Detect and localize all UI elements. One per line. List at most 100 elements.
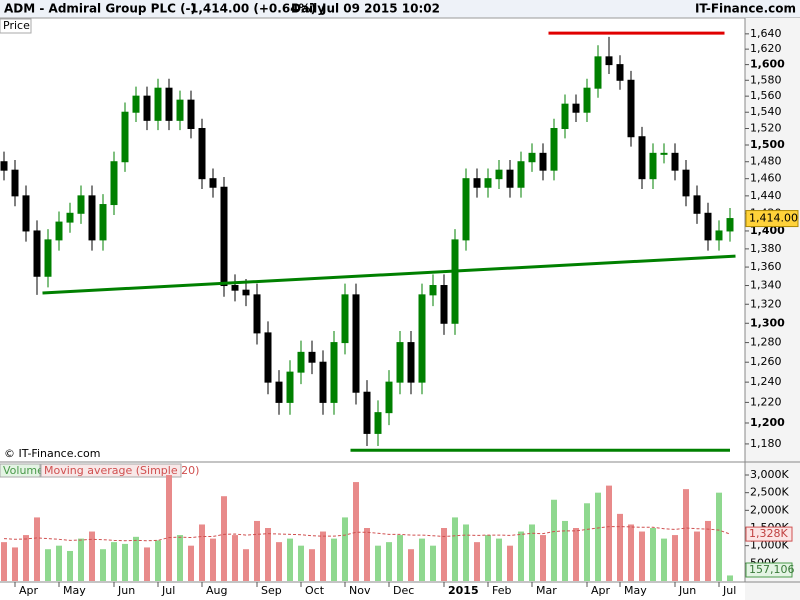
candle-body — [528, 152, 536, 163]
volume-bar — [397, 535, 403, 581]
y-tick-label: 1,500 — [750, 138, 785, 151]
volume-bar — [243, 549, 249, 581]
candle-body — [429, 285, 437, 296]
y-tick-label: 1,560 — [750, 89, 782, 102]
candle-body — [473, 178, 481, 188]
candle-body — [330, 342, 338, 403]
x-tick-label: Feb — [492, 584, 511, 597]
volume-bar — [177, 535, 183, 581]
x-tick-label: Oct — [305, 584, 325, 597]
candle-body — [616, 64, 624, 81]
volume-bar — [474, 542, 480, 581]
candle-body — [110, 161, 118, 206]
volume-bar — [639, 531, 645, 581]
volume-bar — [584, 503, 590, 581]
candle-body — [286, 371, 294, 403]
volume-bar — [232, 535, 238, 581]
x-tick-label: Apr — [19, 584, 39, 597]
y-tick-label: 1,380 — [750, 242, 782, 255]
y-tick-label: 1,260 — [750, 355, 782, 368]
volume-bar — [56, 545, 62, 581]
volume-bar — [353, 482, 359, 581]
volume-bar — [287, 538, 293, 581]
volume-bar — [716, 492, 722, 581]
y-tick-label: 1,360 — [750, 260, 782, 273]
candle-body — [253, 294, 261, 334]
volume-bar — [320, 531, 326, 581]
candle-body — [715, 230, 723, 241]
volume-bar — [188, 545, 194, 581]
candle-body — [605, 56, 613, 66]
volume-bar — [210, 538, 216, 581]
volume-bar — [507, 545, 513, 581]
volume-tick-label: 2,000K — [750, 503, 789, 516]
volume-last-box — [745, 562, 793, 578]
candle-body — [726, 218, 734, 232]
y-tick-label: 1,320 — [750, 297, 782, 310]
x-tick-label: Jun — [117, 584, 135, 597]
candle-body — [88, 195, 96, 241]
candle-body — [462, 178, 470, 241]
candle-body — [495, 169, 503, 180]
volume-bar — [78, 538, 84, 581]
volume-bar — [562, 520, 568, 581]
candle-body — [451, 239, 459, 324]
symbol: ADM - Admiral Group PLC (-) — [4, 2, 196, 16]
volume-bar — [34, 517, 40, 581]
candle-body — [99, 204, 107, 241]
candle-body — [594, 56, 602, 89]
volume-bar — [133, 536, 139, 581]
candle-body — [308, 351, 316, 363]
y-tick-label: 1,460 — [750, 172, 782, 185]
candle-body — [418, 294, 426, 383]
volume-bar — [485, 535, 491, 581]
volume-bar — [386, 542, 392, 581]
y-tick-label: 1,300 — [750, 316, 785, 329]
y-tick-label: 1,540 — [750, 105, 782, 118]
x-tick-label: 2015 — [448, 584, 479, 597]
volume-bar — [683, 489, 689, 581]
candle-body — [693, 195, 701, 214]
volume-bar — [551, 499, 557, 581]
header-bar — [0, 0, 800, 18]
candle-body — [55, 221, 63, 241]
volume-bar — [430, 545, 436, 581]
candle-body — [517, 161, 525, 188]
candle-body — [583, 87, 591, 113]
candle-body — [385, 381, 393, 414]
volume-bar — [375, 545, 381, 581]
y-tick-label: 1,200 — [750, 416, 785, 429]
volume-bar — [342, 517, 348, 581]
candle-body — [22, 195, 30, 232]
candle-body — [319, 361, 327, 403]
candle-body — [187, 99, 195, 130]
volume-label-box — [0, 463, 41, 478]
volume-bar — [595, 492, 601, 581]
candle-body — [396, 342, 404, 383]
volume-bar — [529, 524, 535, 581]
volume-bar — [540, 535, 546, 581]
ma-last-box — [745, 526, 793, 542]
volume-bar — [705, 520, 711, 581]
y-tick-label: 1,580 — [750, 73, 782, 86]
volume-bar — [144, 547, 150, 581]
volume-last: 157,106 — [749, 563, 795, 576]
candle-body — [176, 99, 184, 121]
y-tick-label: 1,180 — [750, 437, 782, 450]
volume-bar — [89, 531, 95, 581]
candle-body — [704, 212, 712, 241]
candle-body — [132, 95, 140, 113]
volume-bar — [727, 575, 733, 581]
volume-bar — [518, 531, 524, 581]
volume-bar — [298, 545, 304, 581]
volume-bar — [419, 538, 425, 581]
candle-body — [649, 152, 657, 180]
candle-body — [572, 103, 580, 113]
y-tick-label: 1,240 — [750, 375, 782, 388]
candle-body — [341, 294, 349, 344]
last-price: 1,414.00 — [749, 212, 798, 225]
y-tick-label: 1,340 — [750, 279, 782, 292]
candle-body — [627, 79, 635, 138]
candle-body — [242, 289, 250, 296]
